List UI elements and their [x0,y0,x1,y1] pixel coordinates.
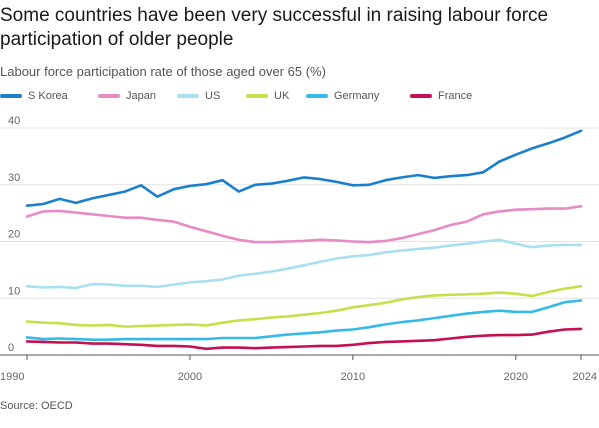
series-line-japan [25,205,583,244]
legend-item-germany: Germany [306,90,379,102]
legend-item-japan: Japan [98,90,156,102]
legend-swatch-us [177,94,199,98]
legend-item-us: US [177,90,220,102]
series-lines [25,129,583,351]
x-tick-label-2020: 2020 [504,371,528,383]
series-line-uk [25,284,583,328]
y-tick-label-0: 0 [8,342,14,354]
legend-label-japan: Japan [126,90,156,102]
legend-item-s-korea: S Korea [0,90,68,102]
legend-swatch-uk [246,94,268,98]
legend-label-us: US [205,90,221,102]
x-tick-label-2000: 2000 [178,371,202,383]
series-line-us [25,238,583,290]
legend-label-uk: UK [274,90,290,102]
chart-subtitle: Labour force participation rate of those… [0,64,326,79]
series-line-france [25,327,583,351]
axis-labels: 0 10 20 30 40 1990 2000 2010 2020 2024 [0,115,597,383]
chart-legend: S Korea Japan US UK Germany France [0,90,599,106]
x-tick-label-1990: 1990 [0,371,24,383]
y-tick-label-30: 30 [8,172,20,184]
y-tick-label-20: 20 [8,229,20,241]
legend-swatch-s-korea [0,94,22,98]
legend-swatch-germany [306,94,328,98]
legend-swatch-japan [98,94,120,98]
y-tick-label-10: 10 [8,285,20,297]
chart-title: Some countries have been very successful… [0,5,549,50]
legend-label-germany: Germany [334,90,380,102]
legend-item-uk: UK [246,90,289,102]
legend-label-s-korea: S Korea [28,90,68,102]
x-tick-label-2024: 2024 [573,371,597,383]
legend-label-france: France [438,90,473,102]
y-tick-label-40: 40 [8,115,20,127]
series-line-germany [25,299,583,342]
series-line-s-korea [25,129,583,207]
legend-swatch-france [410,94,432,98]
legend-item-france: France [410,90,472,102]
x-tick-label-2010: 2010 [341,371,365,383]
chart-source: Source: OECD [0,400,73,412]
